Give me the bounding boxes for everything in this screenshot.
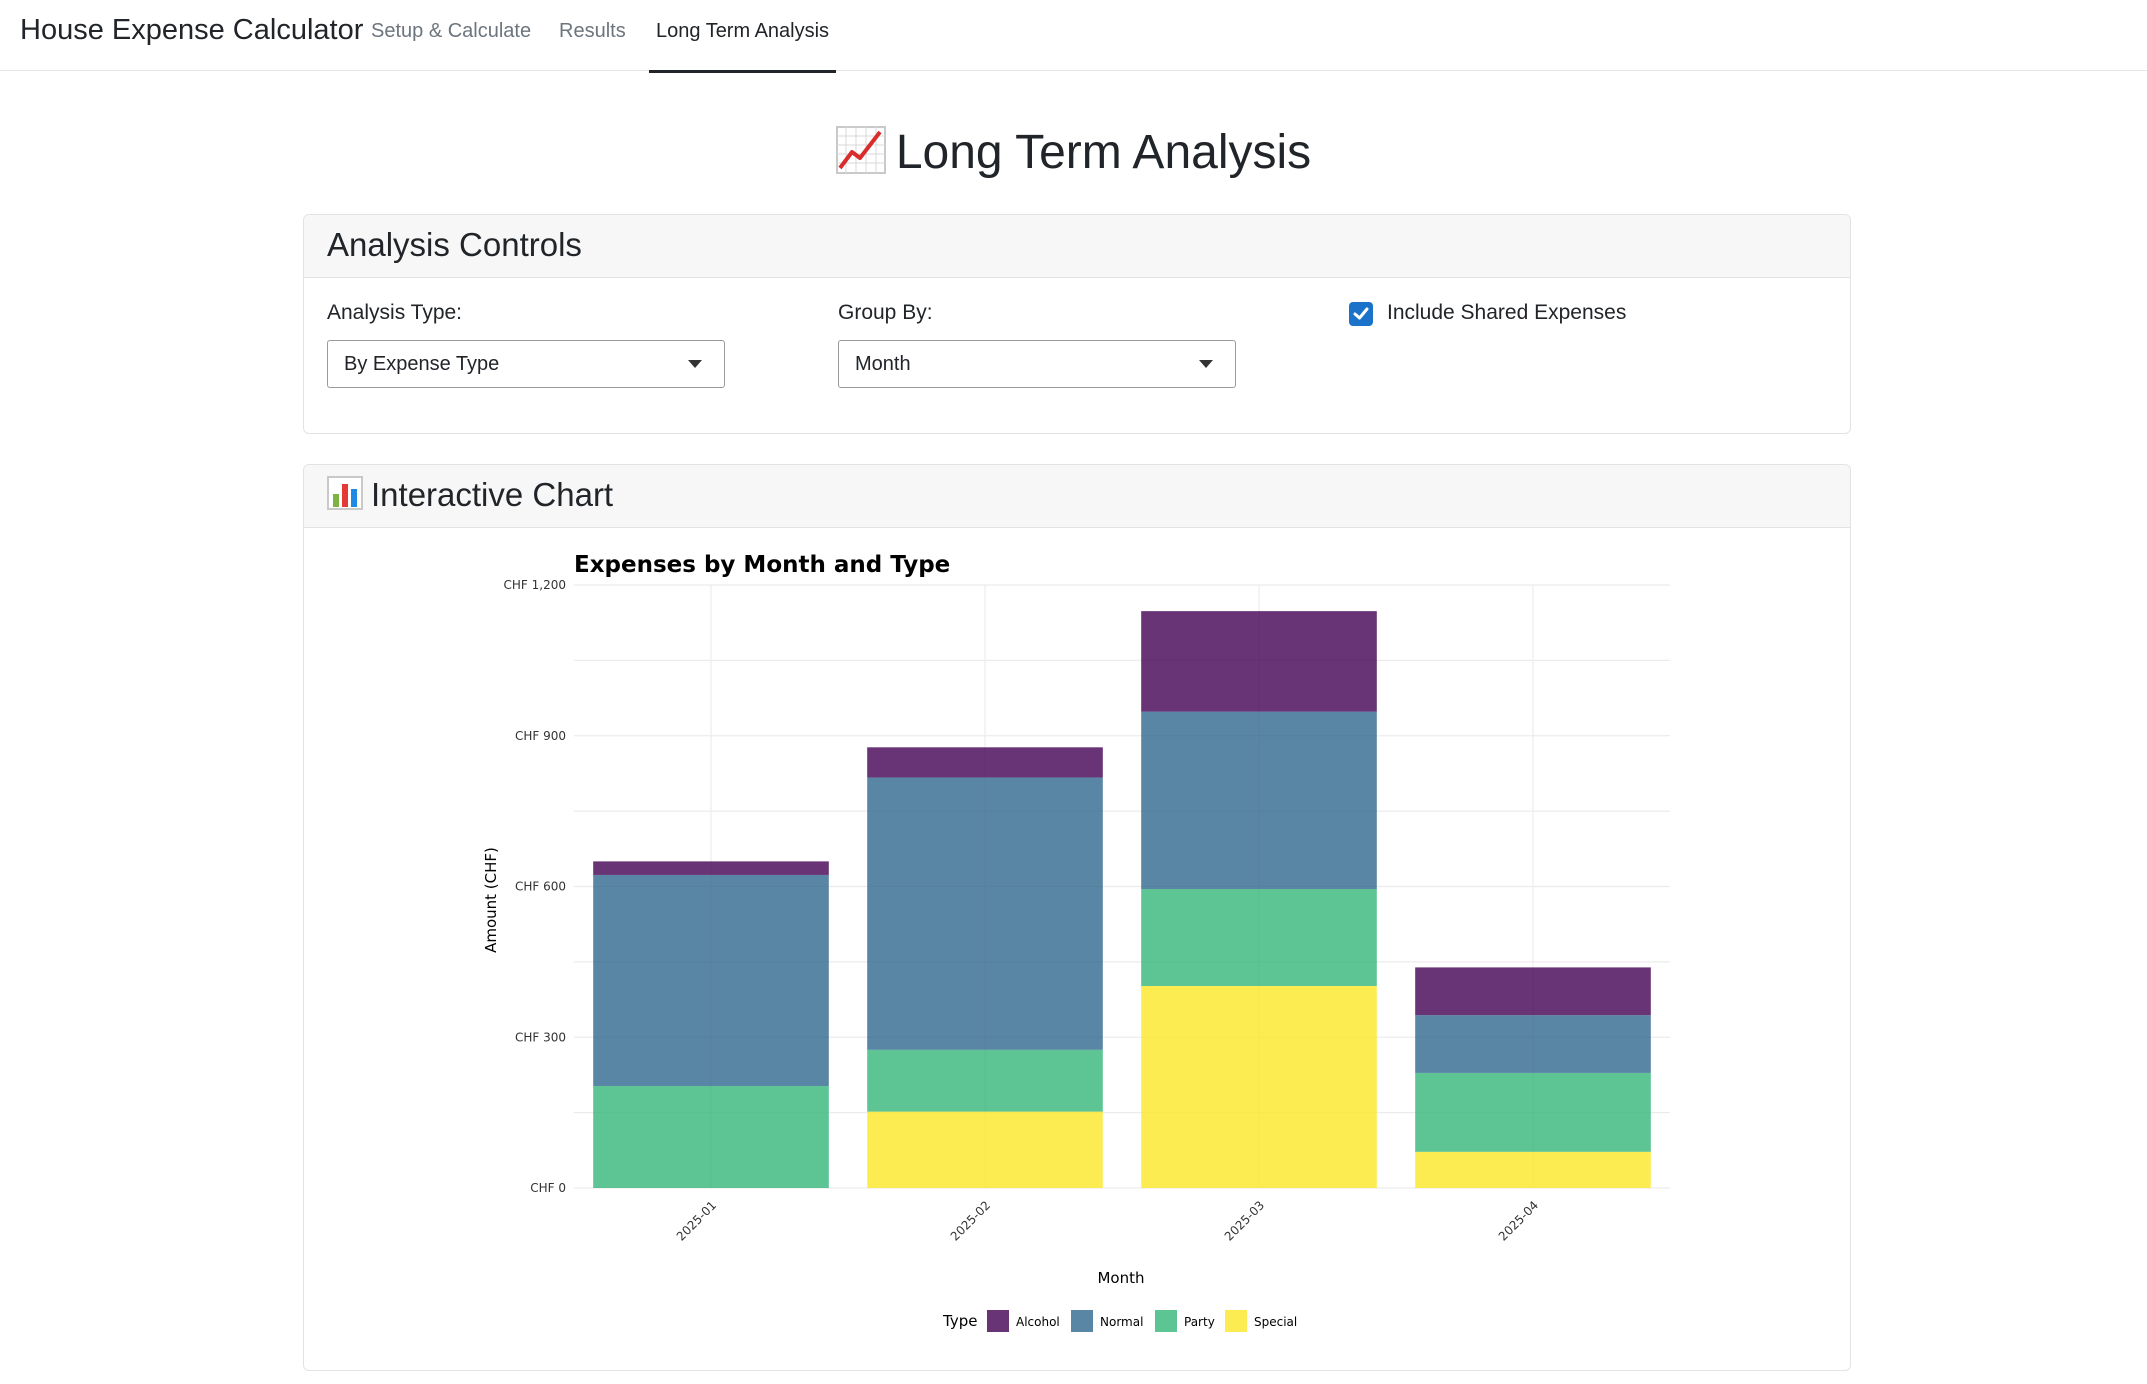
analysis-type-select[interactable]: By Expense Type — [327, 340, 725, 388]
analysis-type-label: Analysis Type: — [327, 301, 463, 324]
analysis-type-value: By Expense Type — [344, 353, 500, 375]
interactive-chart-title-text: Interactive Chart — [371, 476, 614, 513]
app-brand[interactable]: House Expense Calculator — [20, 14, 364, 46]
navbar: House Expense Calculator Setup & Calcula… — [0, 0, 2147, 73]
interactive-chart-card: Interactive Chart — [303, 464, 1851, 1371]
tab-setup-calculate[interactable]: Setup & Calculate — [371, 20, 532, 42]
bar-chart-icon — [327, 476, 363, 518]
analysis-controls-header: Analysis Controls — [304, 215, 1850, 278]
page-title: Long Term Analysis — [0, 125, 2147, 186]
include-shared-label[interactable]: Include Shared Expenses — [1387, 301, 1627, 324]
tab-long-term-analysis[interactable]: Long Term Analysis — [649, 20, 837, 73]
page-title-text: Long Term Analysis — [895, 126, 1312, 179]
group-by-select[interactable]: Month — [838, 340, 1236, 388]
chevron-down-icon — [1199, 360, 1213, 368]
interactive-chart-title: Interactive Chart — [327, 476, 613, 518]
group-by-label: Group By: — [838, 301, 933, 324]
analysis-controls-card: Analysis Controls Analysis Type: By Expe… — [303, 214, 1851, 434]
check-icon — [1353, 307, 1369, 320]
chart-increasing-icon — [835, 126, 886, 186]
tab-results[interactable]: Results — [559, 20, 626, 42]
analysis-controls-title: Analysis Controls — [327, 226, 582, 263]
group-by-value: Month — [855, 353, 911, 375]
interactive-chart-header: Interactive Chart — [304, 465, 1850, 528]
include-shared-checkbox[interactable] — [1349, 302, 1373, 326]
chevron-down-icon — [688, 360, 702, 368]
